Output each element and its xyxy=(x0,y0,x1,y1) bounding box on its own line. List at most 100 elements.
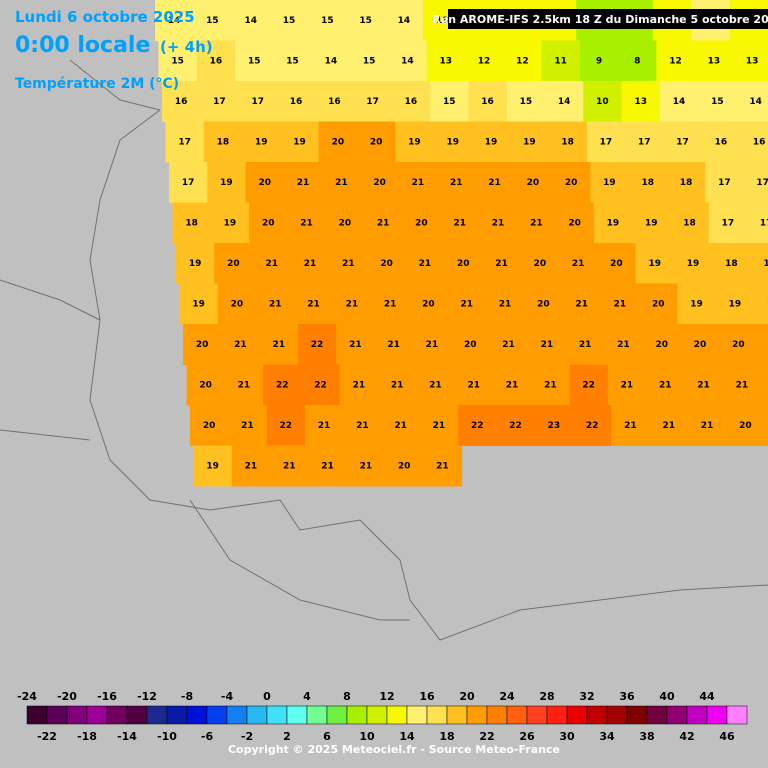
cell-value: 14 xyxy=(398,16,411,26)
grid-cell xyxy=(416,364,456,406)
grid-cell xyxy=(482,243,522,284)
grid-cell xyxy=(600,283,640,325)
grid-cell xyxy=(409,283,449,325)
cell-value: 21 xyxy=(234,340,247,350)
copyright: Copyright © 2025 Meteociel.fr - Source M… xyxy=(228,743,560,756)
cell-value: 18 xyxy=(725,259,738,269)
legend-swatch xyxy=(106,705,128,725)
cell-value: 21 xyxy=(659,380,672,390)
grid-cell xyxy=(740,121,768,163)
legend-label: 14 xyxy=(399,730,415,743)
legend-label: -4 xyxy=(221,690,234,703)
grid-cell xyxy=(430,81,469,122)
legend-swatch xyxy=(466,705,488,725)
cell-value: 20 xyxy=(527,178,540,188)
cell-value: 17 xyxy=(600,137,613,147)
cell-value: 21 xyxy=(272,340,285,350)
cell-value: 21 xyxy=(384,299,397,309)
cell-value: 22 xyxy=(586,421,599,431)
cell-value: 22 xyxy=(314,380,327,390)
grid-cell xyxy=(245,162,285,203)
cell-value: 12 xyxy=(669,56,682,66)
grid-cell xyxy=(715,283,755,325)
cell-value: 8 xyxy=(634,56,640,66)
legend-swatch xyxy=(26,705,48,725)
legend-swatch xyxy=(46,705,68,725)
grid-cell xyxy=(280,121,320,163)
legend-label: 22 xyxy=(479,730,494,743)
grid-cell xyxy=(269,0,309,41)
legend-swatch xyxy=(486,705,508,725)
grid-cell xyxy=(524,283,563,325)
grid-cell xyxy=(517,202,556,244)
grid-cell xyxy=(384,0,424,41)
grid-cell xyxy=(625,121,664,163)
cell-value: 19 xyxy=(645,218,658,228)
legend-label: 16 xyxy=(419,690,435,703)
cell-value: 17 xyxy=(178,137,191,147)
cell-value: 16 xyxy=(753,137,766,147)
grid-cell xyxy=(196,40,236,82)
grid-cell xyxy=(597,243,637,284)
grid-cell xyxy=(680,324,720,365)
grid-cell xyxy=(757,324,768,365)
grid-cell xyxy=(552,162,591,203)
legend-swatch xyxy=(706,705,728,725)
grid-cell xyxy=(346,0,386,41)
grid-cell xyxy=(210,202,250,244)
grid-cell xyxy=(750,243,768,284)
grid-cell xyxy=(583,81,623,122)
cell-value: 20 xyxy=(694,340,707,350)
cell-value: 16 xyxy=(328,97,341,107)
cell-value: 20 xyxy=(565,178,578,188)
cell-value: 21 xyxy=(360,461,373,471)
grid-cell xyxy=(541,40,581,82)
cell-value: 21 xyxy=(391,380,404,390)
grid-cell xyxy=(478,202,518,244)
legend-swatch xyxy=(586,705,608,725)
cell-value: 13 xyxy=(436,16,449,26)
grid-cell xyxy=(287,202,327,244)
legend-swatch xyxy=(366,705,388,725)
cell-value: 20 xyxy=(534,259,547,269)
grid-cell xyxy=(593,202,633,244)
grid-cell xyxy=(754,283,768,325)
grid-cell xyxy=(308,0,347,41)
legend-label: 24 xyxy=(499,690,515,703)
cell-value: 19 xyxy=(648,259,661,269)
grid-cell xyxy=(242,121,281,163)
cell-value: 21 xyxy=(662,421,675,431)
cell-value: 20 xyxy=(464,340,477,350)
grid-cell xyxy=(357,121,396,163)
cell-value: 21 xyxy=(387,340,400,350)
cell-value: 19 xyxy=(446,137,459,147)
cell-value: 20 xyxy=(422,299,435,309)
cell-value: 21 xyxy=(453,218,466,228)
grid-cell xyxy=(444,243,483,284)
cell-value: 14 xyxy=(401,56,414,66)
legend-label: 4 xyxy=(303,690,311,703)
legend-swatch xyxy=(146,705,168,725)
legend-label: -20 xyxy=(57,690,77,703)
legend-swatch xyxy=(546,705,568,725)
grid-cell xyxy=(485,283,525,325)
legend-label: 30 xyxy=(559,730,575,743)
cell-value: 21 xyxy=(283,461,296,471)
grid-cell xyxy=(733,40,768,82)
grid-cell xyxy=(666,162,706,203)
legend-swatch xyxy=(626,705,648,725)
grid-cell xyxy=(471,121,511,163)
grid-cell xyxy=(276,81,316,122)
grid-cell xyxy=(423,445,463,487)
grid-cell xyxy=(266,405,306,446)
grid-cell xyxy=(165,121,205,163)
cell-value: 21 xyxy=(697,380,710,390)
legend-swatch xyxy=(426,705,448,725)
cell-value: 21 xyxy=(436,461,449,471)
cell-value: 20 xyxy=(332,137,345,147)
grid-cell xyxy=(611,405,651,446)
cell-value: 19 xyxy=(408,137,421,147)
legend-label: -6 xyxy=(201,730,214,743)
grid-cell xyxy=(207,162,247,203)
legend-swatch xyxy=(286,705,308,725)
